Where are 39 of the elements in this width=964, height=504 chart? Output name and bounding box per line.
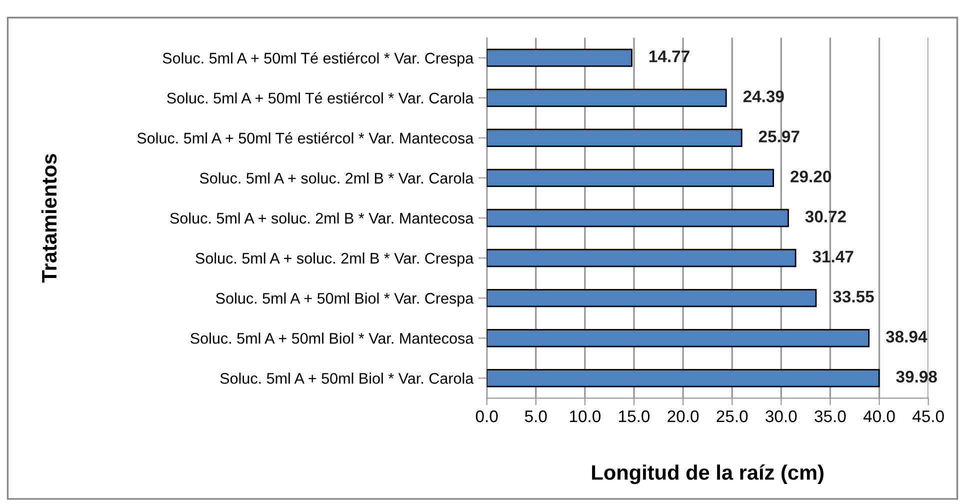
y-tick-label: Soluc. 5ml A + soluc. 2ml B * Var. Crespa [196, 252, 474, 267]
y-tick-label: Soluc. 5ml A + 50ml Té estiércol * Var. Carola [167, 92, 474, 104]
bar [486, 328, 870, 348]
y-tick-label: Soluc. 5ml A + soluc. 2ml B * Var. Carola [200, 172, 474, 184]
x-tick-label: 45.0 [912, 410, 944, 422]
data-label: 31.47 [812, 250, 854, 263]
bar [486, 128, 742, 148]
bar [486, 288, 817, 308]
x-tick-label: 35.0 [814, 410, 846, 422]
data-label: 39.98 [896, 370, 937, 383]
x-axis-title: Longitud de la raíz (cm) [592, 464, 824, 484]
data-label: 29.20 [790, 170, 832, 182]
y-tick-label: Soluc. 5ml A + soluc. 2ml B * Var. Mantecosa [170, 212, 474, 224]
x-tick-label: 0.0 [476, 410, 498, 422]
bar [486, 369, 880, 388]
y-axis-title: Tratamientos [41, 154, 57, 283]
x-tick-label: 25.0 [716, 410, 748, 422]
data-label: 25.97 [758, 130, 800, 142]
data-label: 38.94 [886, 330, 928, 343]
x-tick-label: 15.0 [619, 410, 650, 422]
y-tick-label: Soluc. 5ml A + 50ml Biol * Var. Crespa [216, 292, 474, 307]
data-label: 33.55 [833, 290, 874, 303]
x-tick-label: 30.0 [766, 410, 797, 422]
y-tick-label: Soluc. 5ml A + 50ml Biol * Var. Mantecosa [190, 332, 474, 344]
bar [486, 168, 774, 188]
x-tick-label: 10.0 [570, 410, 600, 422]
y-tick-label: Soluc. 5ml A + 50ml Té estiércol * Var. Crespa [162, 52, 474, 67]
data-label: 14.77 [649, 50, 690, 62]
x-tick-label: 20.0 [668, 410, 699, 422]
x-tick-label: 40.0 [863, 410, 895, 422]
bar [486, 208, 789, 228]
data-label: 30.72 [805, 210, 846, 222]
y-tick-label: Soluc. 5ml A + 50ml Biol * Var. Carola [220, 372, 474, 384]
bar [486, 88, 727, 107]
x-tick-label: 5.0 [524, 410, 547, 422]
y-tick-label: Soluc. 5ml A + 50ml Té estiércol * Var. Mantecosa [137, 132, 474, 144]
bar [486, 248, 796, 268]
data-label: 24.39 [743, 90, 784, 102]
bar [486, 48, 632, 67]
